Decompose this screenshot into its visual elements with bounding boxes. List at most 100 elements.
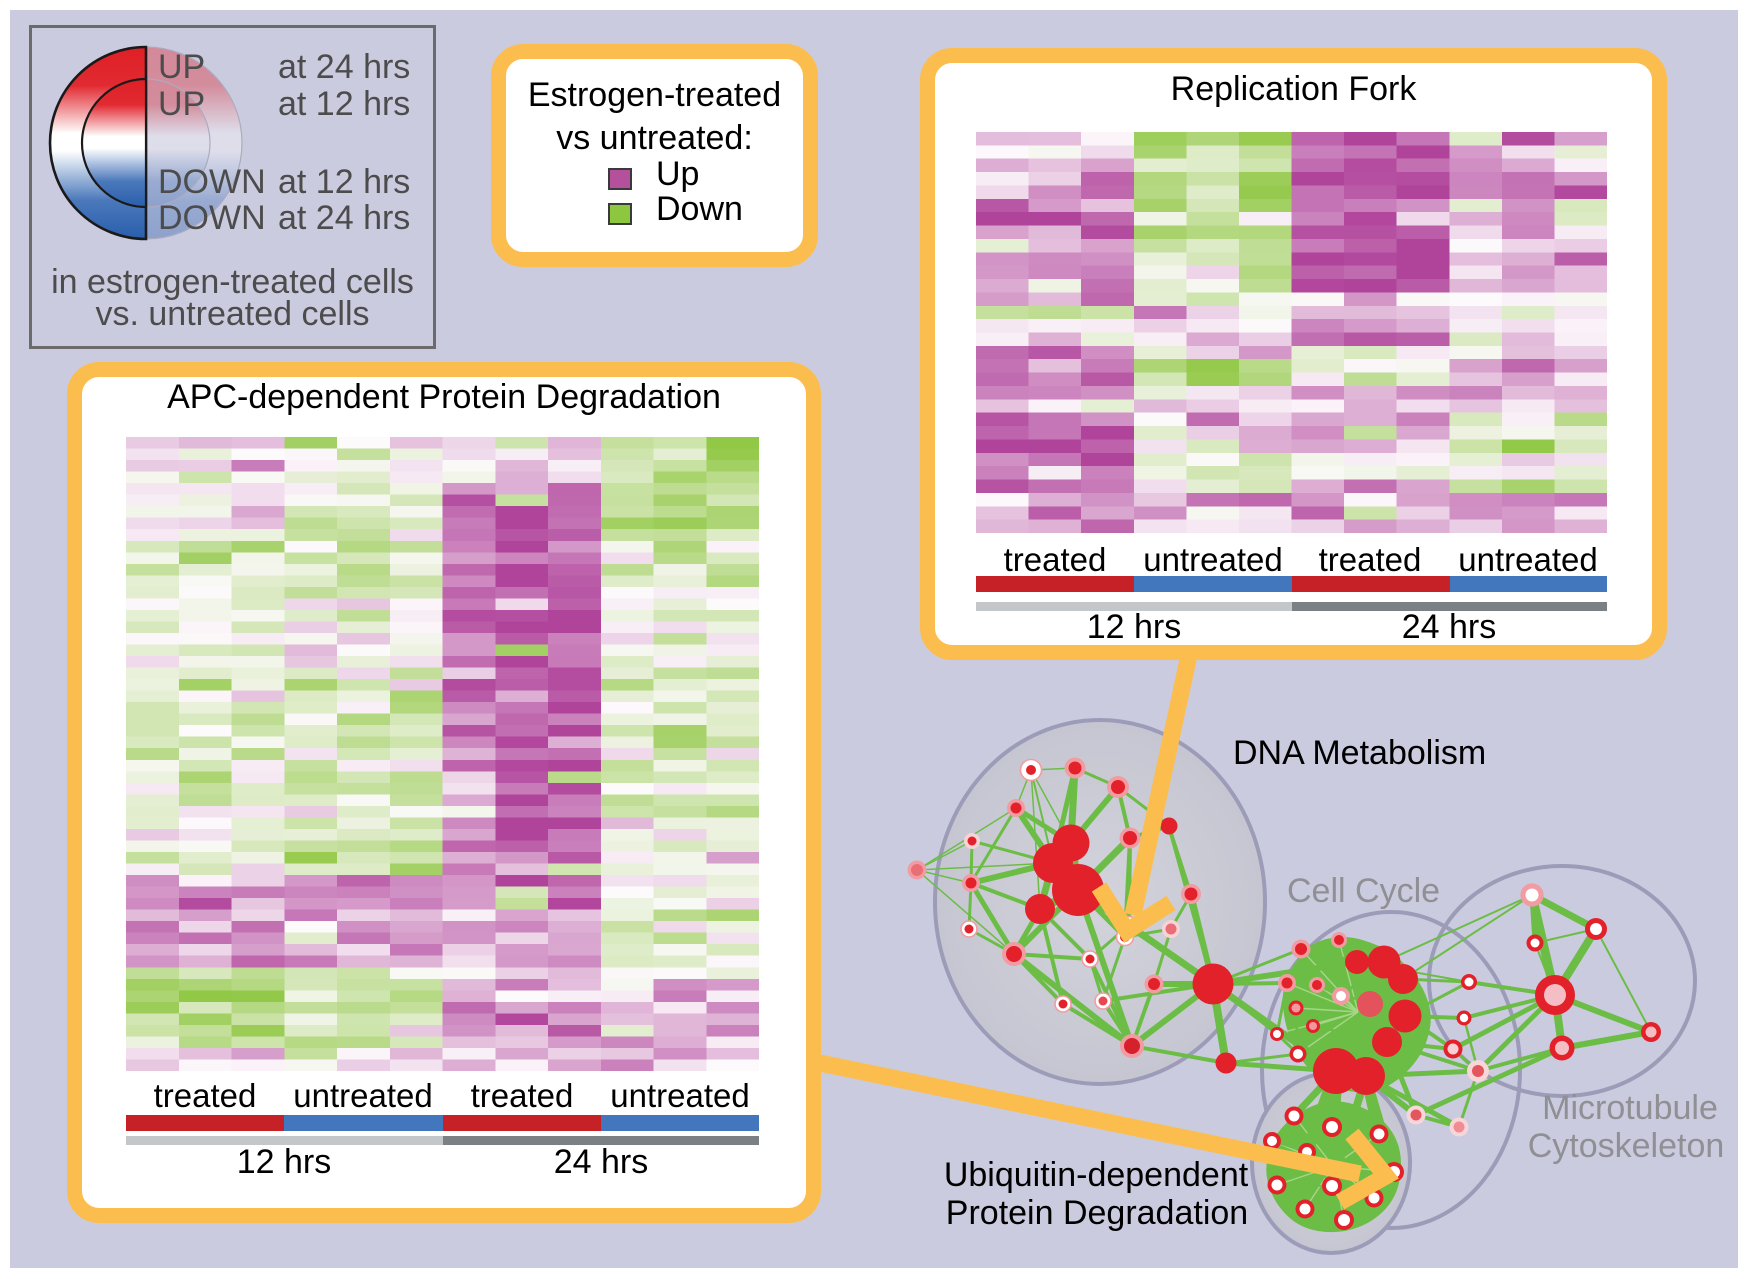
heatmap-cell — [178, 944, 232, 957]
heatmap-cell — [495, 437, 549, 449]
heatmap-cell — [548, 851, 602, 864]
heatmap-cell — [548, 679, 602, 691]
heatmap-cell — [706, 702, 759, 715]
heatmap-cell — [976, 385, 1029, 400]
heatmap-cell — [1081, 212, 1135, 226]
network-node-33-core — [1273, 1030, 1281, 1038]
heatmap-cell — [1291, 332, 1345, 347]
heatmap-cell — [1133, 412, 1187, 427]
heatmap-cell — [548, 944, 602, 957]
heatmap-cell — [1238, 412, 1292, 427]
heatmap-cell — [178, 967, 232, 980]
heatmap-cell — [653, 460, 707, 472]
network-node-63-core — [1368, 1192, 1380, 1204]
heatmap-cell — [231, 805, 285, 818]
heatmap-cell — [231, 517, 285, 530]
heatmap-cell — [495, 1013, 549, 1026]
heatmap-cell — [1028, 319, 1082, 333]
heatmap-cell — [1449, 212, 1503, 226]
heatmap-cell — [1501, 345, 1555, 360]
heatmap-cell — [1291, 479, 1345, 494]
network-node-2-core — [1111, 780, 1125, 794]
heatmap-cell — [1501, 198, 1555, 213]
heatmap-cell — [178, 748, 232, 761]
network-node-6-core — [965, 877, 977, 889]
heatmap-cell — [389, 506, 443, 519]
heatmap-cell — [706, 690, 759, 703]
heatmap-cell — [442, 621, 496, 634]
heatmap-cell — [495, 944, 549, 957]
heatmap-cell — [337, 921, 391, 934]
heatmap-cell — [495, 1047, 549, 1060]
heatmap-cell — [1133, 479, 1187, 494]
heatmap-cell — [1291, 172, 1345, 186]
heatmap-cell — [126, 1001, 180, 1014]
updown-caption-line1: in estrogen-treated cells — [51, 263, 414, 301]
heatmap-cell — [1449, 385, 1503, 400]
heatmap-cell — [389, 1036, 443, 1049]
heatmap-cell — [126, 460, 180, 472]
heatmap-cell — [126, 517, 180, 530]
heatmap-cell — [231, 448, 285, 461]
heatmap-cell — [389, 805, 443, 818]
heatmap-cell — [389, 828, 443, 841]
heatmap-cell — [389, 667, 443, 680]
heatmap-cell — [337, 898, 391, 910]
heatmap-cell — [1554, 185, 1607, 200]
heatmap-cell — [126, 1036, 180, 1049]
heatmap-cell — [1501, 292, 1555, 307]
heatmap-cell — [1186, 172, 1240, 186]
heatmap-cell — [1554, 385, 1607, 400]
heatmap-cell — [653, 609, 707, 622]
heatmap-cell — [1133, 439, 1187, 454]
heatmap-cell — [653, 598, 707, 611]
heatmap-cell — [653, 471, 707, 484]
heatmap-cell — [126, 632, 180, 645]
heatmap-cell — [1449, 492, 1503, 507]
heatmap-cell — [1554, 225, 1607, 240]
heatmap-cell — [442, 679, 496, 691]
heatmap-cell — [337, 563, 391, 576]
heatmap-cell — [1133, 506, 1187, 520]
heatmap-cell — [600, 955, 654, 968]
heatmap-cell — [1554, 265, 1607, 280]
heatmap-cell — [389, 702, 443, 715]
heatmap-cell — [548, 817, 602, 830]
heatmap-cell — [1291, 492, 1345, 507]
blob-streak-edge — [1338, 939, 1359, 1013]
apc-group-label-0: treated — [153, 1077, 257, 1114]
heatmap-cell — [178, 736, 232, 749]
heatmap-cell — [337, 978, 391, 991]
heatmap-cell — [600, 840, 654, 853]
heatmap-cell — [442, 782, 496, 795]
heatmap-cell — [1081, 385, 1135, 400]
heatmap-cell — [178, 840, 232, 853]
heatmap-cell — [706, 632, 759, 645]
heatmap-cell — [1396, 319, 1450, 333]
heatmap-cell — [1238, 426, 1292, 440]
heatmap-cell — [706, 828, 759, 841]
heatmap-cell — [1028, 506, 1082, 520]
heatmap-cell — [1501, 185, 1555, 200]
heatmap-cell — [1133, 145, 1187, 160]
heatmap-cell — [1554, 198, 1607, 213]
heatmap-cell — [653, 667, 707, 680]
heatmap-cell — [600, 609, 654, 622]
heatmap-cell — [389, 944, 443, 957]
network-node-56-core — [1326, 1121, 1338, 1133]
heatmap-cell — [231, 621, 285, 634]
heatmap-cell — [1344, 305, 1398, 320]
heatmap-cell — [495, 932, 549, 945]
network-node-4-core — [967, 836, 977, 846]
heatmap-cell — [1396, 479, 1450, 494]
heatmap-cell — [1396, 452, 1450, 467]
heatmap-cell — [284, 598, 338, 611]
heatmap-cell — [284, 586, 338, 599]
heatmap-cell — [178, 667, 232, 680]
heatmap-cell — [389, 598, 443, 611]
heatmap-cell — [653, 921, 707, 934]
heatmap-cell — [1081, 452, 1135, 467]
heatmap-cell — [1186, 479, 1240, 494]
heatmap-cell — [706, 540, 759, 553]
heatmap-cell — [231, 875, 285, 887]
